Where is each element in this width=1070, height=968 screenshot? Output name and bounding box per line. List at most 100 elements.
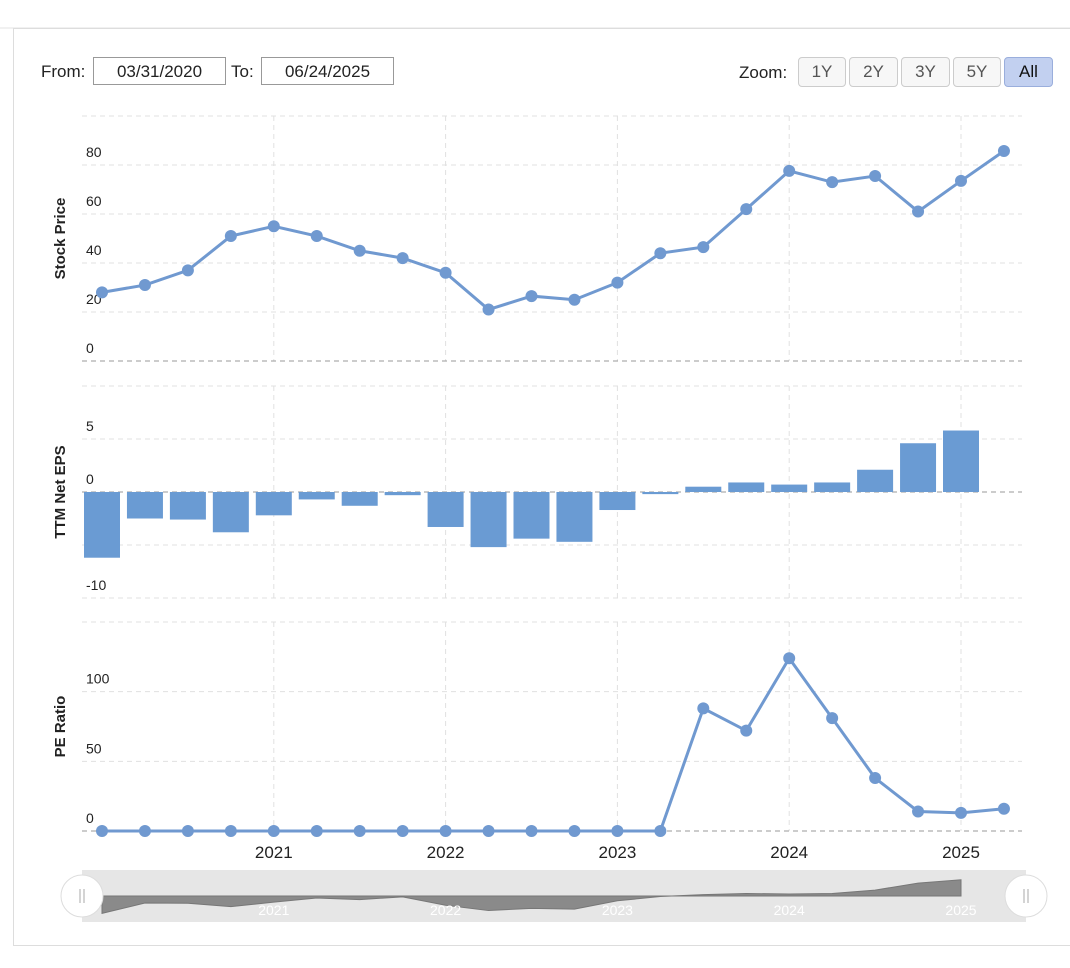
point bbox=[869, 772, 882, 785]
point bbox=[740, 724, 753, 737]
zoom-label: Zoom: bbox=[739, 63, 788, 82]
zoom-button[interactable]: 3Y bbox=[901, 57, 950, 87]
bar bbox=[642, 492, 679, 495]
point bbox=[955, 806, 967, 819]
bar bbox=[685, 486, 722, 492]
point bbox=[310, 230, 323, 243]
point bbox=[568, 825, 581, 837]
point bbox=[654, 825, 667, 837]
bar bbox=[427, 492, 464, 527]
bar bbox=[814, 482, 851, 492]
from-input[interactable]: 03/31/2020 bbox=[93, 57, 226, 85]
point bbox=[138, 279, 151, 292]
point bbox=[396, 252, 409, 265]
point bbox=[826, 176, 839, 189]
y-axis-title: Stock Price bbox=[52, 198, 69, 280]
point bbox=[783, 164, 796, 177]
bar bbox=[255, 492, 292, 516]
y-axis-title: PE Ratio bbox=[52, 696, 69, 758]
y-tick-label: 80 bbox=[86, 144, 102, 160]
x-tick-label: 2022 bbox=[427, 843, 465, 862]
x-tick-label: 2023 bbox=[598, 843, 636, 862]
from-label: From: bbox=[41, 62, 86, 81]
point bbox=[482, 303, 495, 316]
y-tick-label: 100 bbox=[86, 671, 110, 687]
point bbox=[697, 241, 710, 254]
bar bbox=[126, 492, 163, 519]
point bbox=[568, 293, 581, 306]
y-tick-label: 60 bbox=[86, 193, 102, 209]
bar bbox=[384, 492, 421, 496]
point bbox=[525, 290, 538, 303]
point bbox=[96, 286, 108, 299]
point bbox=[783, 652, 796, 665]
bar bbox=[169, 492, 206, 520]
point bbox=[740, 203, 753, 216]
y-tick-label: 5 bbox=[86, 418, 94, 434]
bar bbox=[599, 492, 636, 511]
point bbox=[997, 145, 1010, 158]
bar bbox=[298, 492, 335, 500]
point bbox=[912, 805, 925, 818]
point bbox=[224, 230, 237, 243]
point bbox=[997, 802, 1010, 815]
point bbox=[611, 825, 624, 837]
bar bbox=[943, 430, 979, 492]
line bbox=[102, 655, 1005, 833]
bar bbox=[513, 492, 550, 539]
point bbox=[912, 205, 925, 218]
point bbox=[267, 220, 280, 233]
point bbox=[138, 825, 151, 837]
point bbox=[482, 825, 495, 837]
bar bbox=[212, 492, 249, 533]
bar bbox=[470, 492, 507, 548]
point bbox=[181, 825, 194, 837]
point bbox=[310, 825, 323, 837]
zoom-button[interactable]: 1Y bbox=[798, 57, 846, 87]
y-tick-label: -10 bbox=[86, 577, 106, 593]
bar bbox=[84, 492, 120, 558]
bar bbox=[900, 443, 937, 492]
point bbox=[955, 174, 967, 187]
y-tick-label: 0 bbox=[86, 471, 94, 487]
bar bbox=[857, 469, 894, 492]
y-tick-label: 50 bbox=[86, 740, 102, 756]
x-tick-label: 2021 bbox=[255, 843, 293, 862]
to-label: To: bbox=[231, 62, 254, 81]
point bbox=[439, 825, 452, 837]
point bbox=[611, 276, 624, 289]
navigator-area bbox=[101, 879, 962, 914]
navigator-label: 2021 bbox=[258, 902, 289, 918]
point bbox=[525, 825, 538, 837]
x-tick-label: 2024 bbox=[770, 843, 808, 862]
x-tick-label: 2025 bbox=[942, 843, 980, 862]
point bbox=[224, 825, 237, 837]
bar bbox=[556, 492, 593, 542]
bar bbox=[771, 484, 808, 492]
point bbox=[181, 264, 194, 277]
to-input[interactable]: 06/24/2025 bbox=[261, 57, 394, 85]
line bbox=[101, 149, 1005, 312]
bar bbox=[728, 482, 765, 492]
point bbox=[353, 244, 366, 257]
point bbox=[96, 825, 108, 837]
zoom-button[interactable]: 2Y bbox=[849, 57, 898, 87]
point bbox=[396, 825, 409, 837]
y-tick-label: 40 bbox=[86, 242, 102, 258]
navigator-label: 2024 bbox=[774, 902, 805, 918]
point bbox=[439, 266, 452, 279]
navigator-label: 2022 bbox=[430, 902, 461, 918]
zoom-button[interactable]: 5Y bbox=[953, 57, 1001, 87]
navigator-handle[interactable] bbox=[60, 874, 104, 918]
zoom-button[interactable]: All bbox=[1004, 57, 1053, 87]
point bbox=[697, 702, 710, 715]
y-tick-label: 0 bbox=[86, 340, 94, 356]
point bbox=[826, 712, 839, 725]
point bbox=[353, 825, 366, 837]
point bbox=[869, 170, 882, 183]
y-tick-label: 0 bbox=[86, 810, 94, 826]
navigator-handle[interactable] bbox=[1004, 874, 1048, 918]
point bbox=[267, 825, 280, 837]
